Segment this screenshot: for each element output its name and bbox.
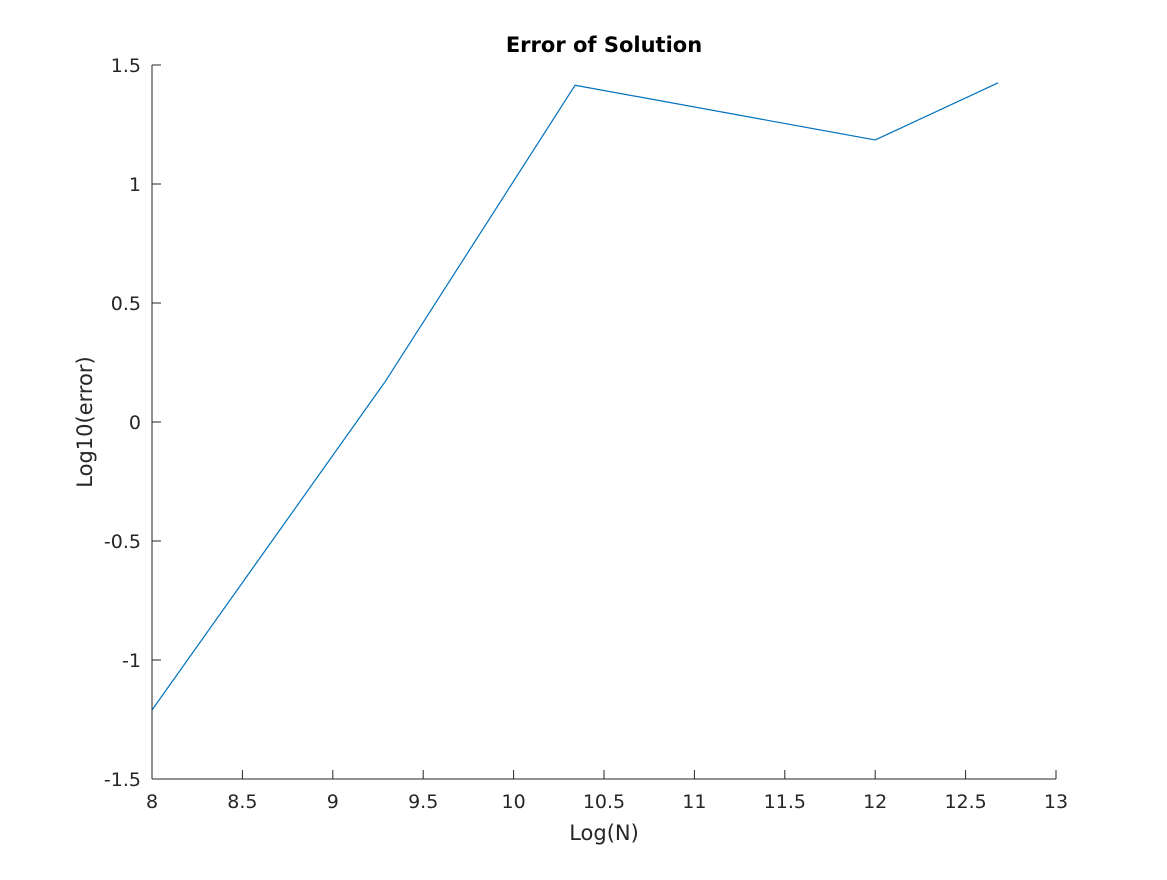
x-tick-label: 10 — [502, 791, 526, 813]
x-tick-label: 12.5 — [944, 791, 986, 813]
y-tick-label: -1.5 — [104, 769, 141, 791]
x-tick-label: 10.5 — [583, 791, 625, 813]
x-tick-label: 9.5 — [408, 791, 438, 813]
y-tick-label: 0 — [129, 412, 141, 434]
x-tick-label: 9 — [327, 791, 339, 813]
x-tick-label: 13 — [1044, 791, 1068, 813]
x-axis-label: Log(N) — [569, 821, 639, 845]
x-tick-label: 8.5 — [227, 791, 257, 813]
y-tick-label: 1.5 — [111, 55, 141, 77]
plot-area — [152, 65, 1056, 779]
x-tick-label: 11 — [682, 791, 706, 813]
x-tick-label: 8 — [146, 791, 158, 813]
y-tick-label: 1 — [129, 174, 141, 196]
x-tick-label: 12 — [863, 791, 887, 813]
y-tick-label: -0.5 — [104, 531, 141, 553]
y-tick-label: 0.5 — [111, 293, 141, 315]
series-group — [151, 82, 999, 711]
y-axis-label: Log10(error) — [73, 356, 97, 487]
x-tick-label: 11.5 — [764, 791, 806, 813]
ticks-group: 8 8.5 9 9.5 10 10.5 11 11.5 12 12.5 13-1.5-1-0.500… — [104, 55, 1068, 813]
series-line — [151, 82, 999, 711]
chart-title: Error of Solution — [506, 33, 702, 57]
y-tick-label: -1 — [122, 650, 141, 672]
